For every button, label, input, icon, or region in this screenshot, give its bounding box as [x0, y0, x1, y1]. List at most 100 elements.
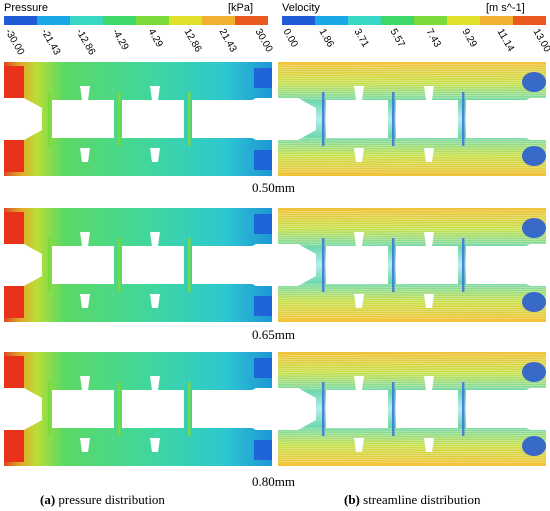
baffle-tooth-2 [354, 148, 364, 162]
pressure_legend-swatch-2 [70, 16, 103, 25]
pressure-colorbar [4, 16, 268, 25]
streamline [278, 302, 546, 304]
baffle-tooth-3 [150, 438, 160, 452]
velocity_legend-tick-1: 1.86 [316, 27, 336, 50]
streamline [278, 308, 546, 310]
streamline [278, 88, 546, 90]
inlet-high-pressure [4, 66, 24, 98]
streamline [278, 156, 546, 158]
pressure_legend-tick-2: -12.86 [73, 27, 98, 58]
inlet-wall [4, 244, 42, 286]
streamline [278, 234, 546, 236]
velocity_legend-swatch-2 [348, 16, 381, 25]
velocity-plot-2 [278, 352, 546, 466]
streamline [278, 304, 546, 306]
streamline [278, 439, 546, 441]
baffle-tooth-1 [424, 86, 434, 100]
streamline [278, 214, 546, 216]
velocity-panel-0 [278, 62, 546, 176]
inlet-wall [278, 388, 316, 430]
channel-gap-2 [188, 92, 191, 146]
streamline [278, 75, 546, 77]
baffle-tooth-1 [150, 86, 160, 100]
velocity_legend-tick-2: 3.71 [351, 27, 372, 50]
streamline [278, 171, 546, 173]
outlet-vortex [522, 292, 546, 312]
pressure_legend-swatch-7 [235, 16, 268, 25]
streamline [278, 363, 546, 365]
streamline [278, 454, 546, 456]
streamline [278, 217, 546, 219]
velocity_legend-swatch-4 [414, 16, 447, 25]
pressure_legend-swatch-5 [169, 16, 202, 25]
streamline [278, 367, 546, 369]
baffle-tooth-3 [424, 438, 434, 452]
inlet-high-pressure [4, 356, 24, 388]
streamline [278, 239, 546, 241]
streamline [278, 164, 546, 166]
streamline [278, 151, 546, 153]
velocity_legend-swatch-1 [315, 16, 348, 25]
inlet-wall [4, 388, 42, 430]
streamline [278, 443, 546, 445]
chamber-wall-0 [326, 390, 388, 428]
channel-gap-0 [322, 238, 325, 292]
velocity-legend-title: Velocity [282, 2, 320, 14]
outlet-wall [512, 244, 546, 286]
pressure_legend-tick-1: -21.43 [38, 27, 62, 58]
pressure_legend-swatch-4 [136, 16, 169, 25]
streamline [278, 457, 546, 459]
channel-gap-0 [48, 238, 51, 292]
pressure_legend-tick-5: 12.86 [181, 27, 204, 55]
outlet-low-pressure [254, 358, 272, 378]
streamline [278, 441, 546, 443]
channel-gap-1 [392, 238, 395, 292]
streamline [278, 383, 546, 385]
streamline [278, 145, 546, 147]
chamber-wall-1 [396, 246, 458, 284]
streamline [278, 380, 546, 382]
outlet-wall [238, 98, 272, 140]
streamline [278, 372, 546, 374]
chamber-wall-1 [122, 246, 184, 284]
streamline [278, 95, 546, 97]
pressure_legend-swatch-1 [37, 16, 70, 25]
caption-streamline-text: streamline distribution [359, 492, 481, 507]
baffle-tooth-0 [354, 376, 364, 390]
outlet-vortex [522, 218, 546, 238]
pressure-plot-2 [4, 352, 272, 466]
inlet-high-pressure [4, 430, 24, 462]
channel-gap-0 [48, 382, 51, 436]
velocity_legend-tick-3: 5.57 [387, 27, 407, 50]
streamline [278, 432, 546, 434]
baffle-tooth-2 [80, 294, 90, 308]
channel-gap-1 [118, 238, 121, 292]
streamline [278, 64, 546, 66]
pressure_legend-tick-6: 21.43 [216, 27, 239, 55]
outlet-wall [512, 98, 546, 140]
velocity-panel-2 [278, 352, 546, 466]
streamline [278, 221, 546, 223]
streamline [278, 430, 546, 432]
velocity-legend-unit: [m s^-1] [486, 2, 525, 14]
caption-pressure: (a) pressure distribution [40, 492, 165, 508]
velocity_legend-tick-7: 13.00 [530, 27, 550, 55]
inlet-wall [278, 98, 316, 140]
baffle-tooth-0 [80, 86, 90, 100]
velocity-plot-0 [278, 62, 546, 176]
streamline [278, 225, 546, 227]
outlet-vortex [522, 72, 546, 92]
baffle-tooth-1 [150, 232, 160, 246]
outlet-low-pressure [254, 214, 272, 234]
streamline [278, 210, 546, 212]
streamline [278, 459, 546, 461]
baffle-tooth-1 [424, 376, 434, 390]
streamline [278, 158, 546, 160]
pressure-panel-2 [4, 352, 272, 466]
streamline [278, 288, 546, 290]
channel-gap-0 [48, 92, 51, 146]
streamline [278, 295, 546, 297]
streamline [278, 169, 546, 171]
pressure_legend-tick-7: 30.00 [252, 27, 275, 55]
velocity_legend-swatch-7 [513, 16, 546, 25]
